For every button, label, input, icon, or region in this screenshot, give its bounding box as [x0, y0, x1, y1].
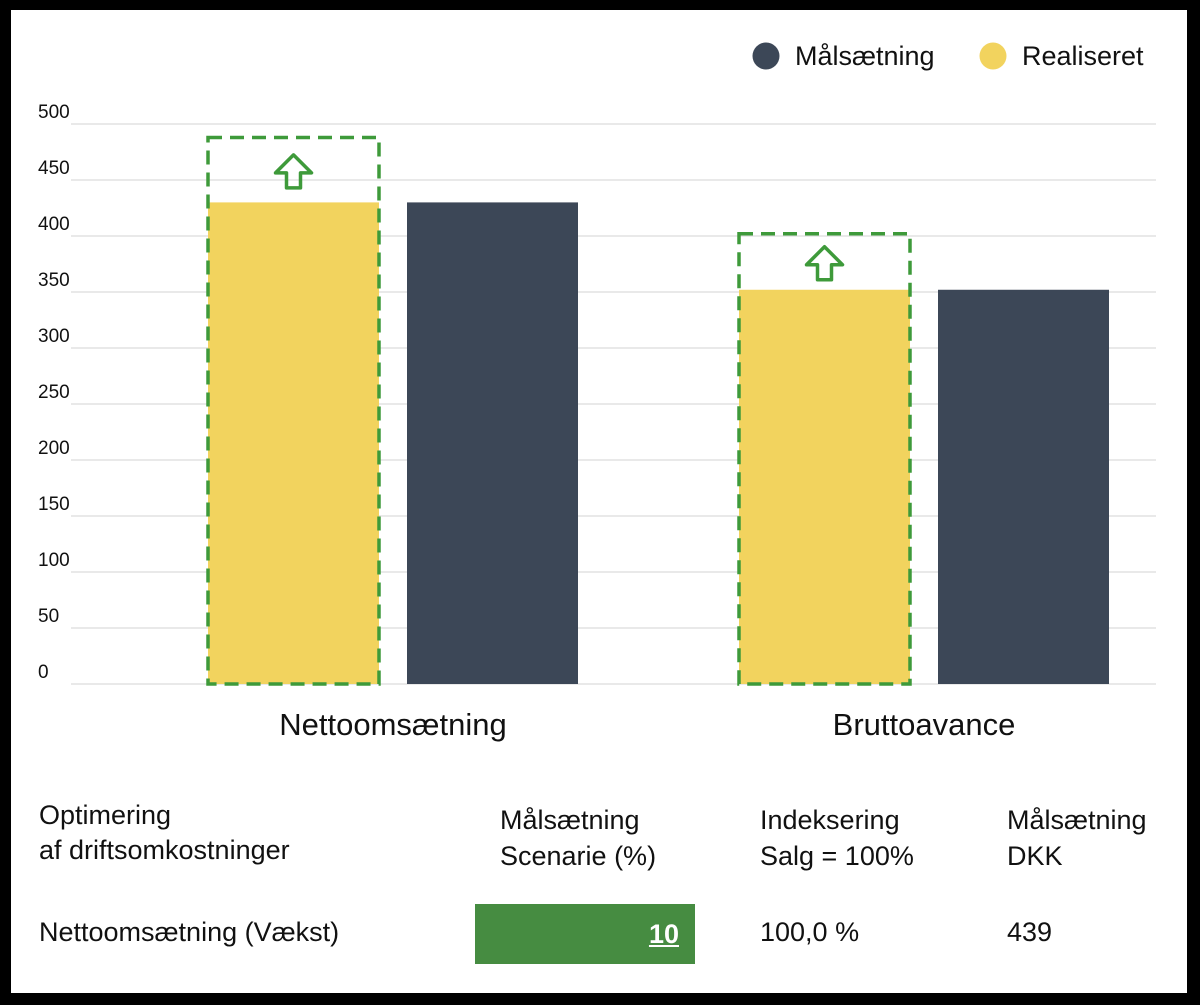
legend-label: Målsætning: [795, 41, 935, 71]
scenario-input[interactable]: 10: [475, 904, 695, 964]
table-row-label: Nettoomsætning (Vækst): [39, 917, 340, 947]
legend-label: Realiseret: [1022, 41, 1144, 71]
target-outline: [206, 135, 381, 686]
legend-swatch: [979, 42, 1007, 70]
table-row-index-value: 100,0 %: [760, 917, 860, 947]
y-tick-label: 200: [38, 438, 70, 459]
x-category-label: Nettoomsætning: [279, 707, 506, 742]
table-header-index-line2: Salg = 100%: [760, 841, 914, 871]
table-header-dkk-line1: Målsætning: [1007, 805, 1147, 835]
y-tick-label: 350: [38, 270, 70, 291]
target-outline: [737, 232, 912, 686]
bar-realiseret-0: [208, 202, 379, 684]
table-header-scenario-line1: Målsætning: [500, 805, 640, 835]
x-category-label: Bruttoavance: [833, 707, 1016, 742]
y-tick-label: 150: [38, 494, 70, 515]
table-header-title-line2: af driftsomkostninger: [39, 835, 290, 865]
bar-chart: 0 50 100 150 200 250 300 350 400 450 500 Nettoomsæt…: [38, 41, 1156, 742]
table-header-index-line1: Indeksering: [760, 805, 900, 835]
legend-swatch: [752, 42, 780, 70]
y-tick-label: 500: [38, 102, 70, 123]
y-tick-label: 400: [38, 214, 70, 235]
table-header-scenario-line2: Scenarie (%): [500, 841, 657, 871]
y-tick-label: 450: [38, 158, 70, 179]
table-header-title-line1: Optimering: [39, 800, 172, 830]
y-tick-label: 250: [38, 382, 70, 403]
bar-målsætning-1: [938, 289, 1109, 684]
y-tick-label: 100: [38, 550, 70, 571]
bar-målsætning-0: [407, 202, 578, 684]
table-header-dkk-line2: DKK: [1007, 841, 1063, 871]
report-panel: 0 50 100 150 200 250 300 350 400 450 500 Nettoomsæt…: [11, 10, 1187, 993]
y-tick-label: 0: [38, 662, 49, 683]
y-tick-label: 50: [38, 606, 59, 627]
table-row-dkk-value: 439: [1007, 917, 1053, 947]
bar-realiseret-1: [739, 289, 910, 684]
up-arrow-icon: [804, 245, 845, 282]
y-tick-label: 300: [38, 326, 70, 347]
up-arrow-icon: [273, 153, 314, 190]
scenario-input-value: 10: [648, 918, 679, 949]
